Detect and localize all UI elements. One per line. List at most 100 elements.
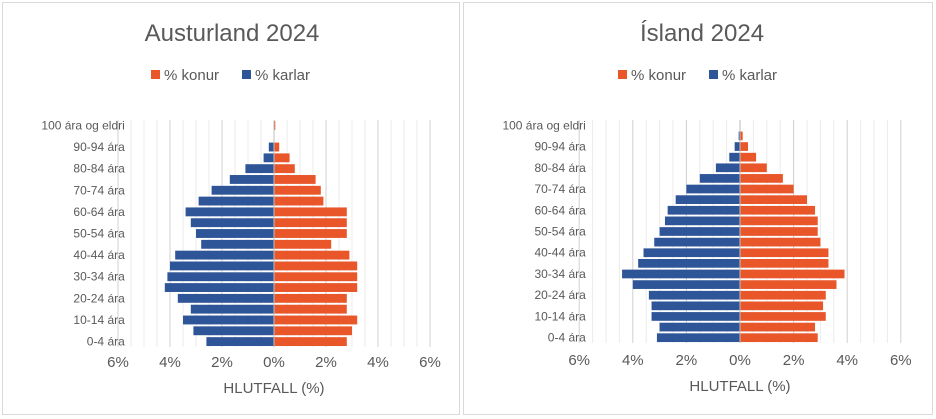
x-tick-label: 6%: [568, 352, 590, 369]
y-tick-label: 70-74 ára: [73, 183, 125, 197]
bar-konur-90-94 ára: [740, 142, 749, 151]
x-tick-label: 0%: [729, 352, 751, 369]
bar-karlar-40-44 ára: [643, 248, 740, 258]
bar-karlar-75-79 ára: [699, 174, 740, 183]
bar-konur-95-99 ára: [740, 131, 743, 141]
bar-konur-5-9 ára: [274, 326, 352, 336]
bar-karlar-50-54 ára: [659, 227, 740, 236]
x-axis-title: HLUTFALL (%): [689, 378, 790, 395]
x-tick-label: 6%: [890, 352, 912, 369]
y-tick-label: 90-94 ára: [73, 140, 125, 154]
bar-konur-25-29 ára: [740, 280, 837, 289]
bar-karlar-40-44 ára: [175, 250, 274, 260]
bar-konur-40-44 ára: [740, 248, 829, 258]
bar-karlar-90-94 ára: [734, 142, 740, 151]
bar-konur-65-69 ára: [274, 196, 324, 206]
bar-konur-20-24 ára: [274, 293, 347, 303]
bar-karlar-5-9 ára: [659, 322, 740, 332]
bar-konur-25-29 ára: [274, 283, 358, 292]
x-tick-label: 4%: [836, 352, 858, 369]
y-tick-label: 80-84 ára: [534, 161, 586, 175]
bar-karlar-0-4 ára: [206, 337, 274, 347]
x-tick-label: 2%: [315, 354, 337, 371]
bar-karlar-5-9 ára: [193, 326, 274, 336]
bar-karlar-60-64 ára: [185, 207, 274, 217]
bar-karlar-90-94 ára: [268, 142, 274, 152]
x-tick-label: 4%: [622, 352, 644, 369]
legend-label-konur: % konur: [164, 67, 219, 84]
bar-konur-80-84 ára: [740, 163, 767, 173]
bar-konur-80-84 ára: [274, 164, 295, 174]
bar-konur-60-64 ára: [274, 207, 347, 217]
x-tick-label: 4%: [159, 354, 181, 371]
bar-karlar-65-69 ára: [198, 196, 274, 206]
bar-karlar-45-49 ára: [201, 239, 274, 249]
chart-island: Ísland 2024 % konur % karlar 0-4 ára 10-14 á…: [502, 20, 912, 395]
bar-karlar-80-84 ára: [715, 163, 740, 173]
y-tick-label: 70-74 ára: [534, 182, 586, 196]
bar-konur-50-54 ára: [274, 229, 347, 238]
chart-title: Austurland 2024: [145, 20, 320, 47]
y-tick-label: 0-4 ára: [87, 335, 125, 349]
bar-karlar-45-49 ára: [654, 237, 740, 247]
legend-label-karlar: % karlar: [722, 67, 777, 84]
x-tick-label: 2%: [783, 352, 805, 369]
x-tick-label: 2%: [211, 354, 233, 371]
y-tick-label: 30-34 ára: [73, 270, 125, 284]
bar-karlar-95-99 ára: [738, 131, 740, 141]
y-tick-label: 40-44 ára: [73, 248, 125, 262]
y-tick-label: 10-14 ára: [534, 309, 586, 323]
bar-konur-65-69 ára: [740, 195, 807, 204]
bar-karlar-10-14 ára: [183, 315, 274, 325]
x-tick-label: 2%: [676, 352, 698, 369]
bar-karlar-15-19 ára: [190, 304, 274, 314]
bar-karlar-35-39 ára: [638, 259, 740, 268]
bar-konur-75-79 ára: [740, 174, 783, 183]
y-tick-label: 60-64 ára: [73, 205, 125, 219]
bar-konur-70-74 ára: [274, 185, 321, 195]
chart-austurland: Austurland 2024 % konur % karlar 0-4 ára 10-…: [41, 20, 440, 397]
y-tick-label: 10-14 ára: [73, 313, 125, 327]
bar-konur-50-54 ára: [740, 227, 818, 236]
bar-karlar-85-89 ára: [729, 152, 740, 162]
x-tick-label: 4%: [367, 354, 389, 371]
x-axis-title: HLUTFALL (%): [223, 380, 324, 397]
bar-konur-90-94 ára: [274, 142, 280, 152]
y-tick-label: 0-4 ára: [548, 331, 586, 345]
legend-label-konur: % konur: [631, 67, 686, 84]
bar-konur-0-4 ára: [274, 337, 347, 347]
bar-konur-5-9 ára: [740, 322, 816, 332]
bar-karlar-30-34 ára: [622, 269, 740, 279]
bar-konur-85-89 ára: [274, 153, 290, 163]
bar-karlar-50-54 ára: [196, 229, 274, 238]
legend-swatch-konur: [618, 70, 627, 79]
y-tick-label: 100 ára og eldri: [41, 118, 124, 132]
bar-konur-35-39 ára: [274, 261, 358, 271]
bar-konur-0-4 ára: [740, 333, 818, 343]
x-tick-label: 6%: [107, 354, 129, 371]
bar-konur-45-49 ára: [740, 237, 821, 247]
bar-karlar-15-19 ára: [651, 301, 740, 311]
bar-konur-60-64 ára: [740, 205, 816, 215]
bar-karlar-55-59 ára: [190, 218, 274, 228]
bar-konur-15-19 ára: [740, 301, 824, 311]
x-tick-label: 0%: [263, 354, 285, 371]
bar-konur-45-49 ára: [274, 239, 332, 249]
chart-title: Ísland 2024: [640, 20, 764, 47]
y-tick-label: 100 ára og eldri: [502, 118, 585, 132]
bar-konur-70-74 ára: [740, 184, 794, 194]
bar-karlar-25-29 ára: [164, 283, 274, 292]
bar-konur-30-34 ára: [274, 272, 358, 282]
bar-karlar-25-29 ára: [632, 280, 740, 289]
bar-konur-30-34 ára: [740, 269, 845, 279]
chart-panel-austurland: Austurland 2024 % konur % karlar 0-4 ára 10-…: [2, 2, 460, 415]
chart-panel-island: Ísland 2024 % konur % karlar 0-4 ára 10-14 á…: [463, 2, 933, 415]
bar-konur-10-14 ára: [274, 315, 358, 325]
bar-karlar-20-24 ára: [177, 293, 274, 303]
bar-karlar-10-14 ára: [651, 312, 740, 321]
y-tick-label: 50-54 ára: [73, 227, 125, 241]
bar-konur-40-44 ára: [274, 250, 350, 260]
bar-konur-15-19 ára: [274, 304, 347, 314]
legend-swatch-karlar: [242, 70, 251, 79]
bar-karlar-60-64 ára: [667, 205, 740, 215]
